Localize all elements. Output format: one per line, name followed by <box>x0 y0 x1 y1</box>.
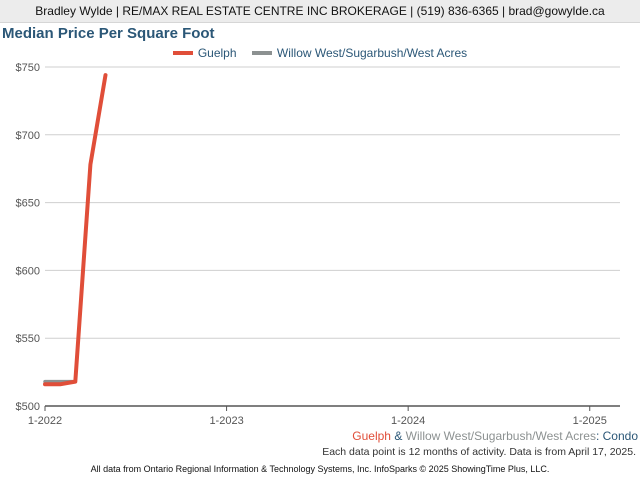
footer-source: All data from Ontario Regional Informati… <box>90 464 550 474</box>
header-bar: Bradley Wylde | RE/MAX REAL ESTATE CENTR… <box>0 0 640 23</box>
y-tick-label: $750 <box>16 62 40 74</box>
y-axis-ticks: $500 $550 $600 $650 $700 $750 <box>16 62 40 413</box>
legend-swatch-willow-west <box>251 50 272 55</box>
footer-note: Each data point is 12 months of activity… <box>322 446 636 458</box>
agent-contact-text: Bradley Wylde | RE/MAX REAL ESTATE CENTR… <box>35 4 605 18</box>
footer-colon: : <box>595 429 603 443</box>
gridlines <box>45 66 620 407</box>
footer-property-type: Condo <box>602 429 638 443</box>
x-tick-label: 1-2022 <box>28 415 62 427</box>
legend-label-willow-west: Willow West/Sugarbush/West Acres <box>276 46 468 60</box>
y-tick-label: $600 <box>16 265 40 277</box>
footer-series-a: Guelph <box>352 429 391 443</box>
legend-item-willow-west[interactable]: Willow West/Sugarbush/West Acres <box>251 46 468 60</box>
y-tick-label: $550 <box>16 333 40 345</box>
footer-series-b: Willow West/Sugarbush/West Acres <box>405 429 596 443</box>
legend-swatch-guelph <box>172 50 193 55</box>
x-tick-label: 1-2024 <box>391 415 425 427</box>
chart-legend: Guelph Willow West/Sugarbush/West Acres <box>0 46 640 60</box>
legend-item-guelph[interactable]: Guelph <box>172 46 237 60</box>
x-axis-ticks: 1-2022 1-2023 1-2024 1-2025 <box>28 406 607 427</box>
legend-label-guelph: Guelph <box>197 46 237 60</box>
y-tick-label: $500 <box>16 401 40 413</box>
y-tick-label: $700 <box>16 130 40 142</box>
x-tick-label: 1-2023 <box>209 415 243 427</box>
x-tick-label: 1-2025 <box>573 415 607 427</box>
series-lines <box>43 73 108 387</box>
footer-series-caption: Guelph & Willow West/Sugarbush/West Acre… <box>352 429 638 443</box>
y-tick-label: $650 <box>16 198 40 210</box>
chart-title: Median Price Per Square Foot <box>2 25 215 42</box>
footer-amp: & <box>390 429 406 443</box>
series-line-0[interactable] <box>43 73 108 387</box>
line-chart: $500$550$600$650$700$750 1-2022 1-2023 1-2… <box>16 62 620 427</box>
